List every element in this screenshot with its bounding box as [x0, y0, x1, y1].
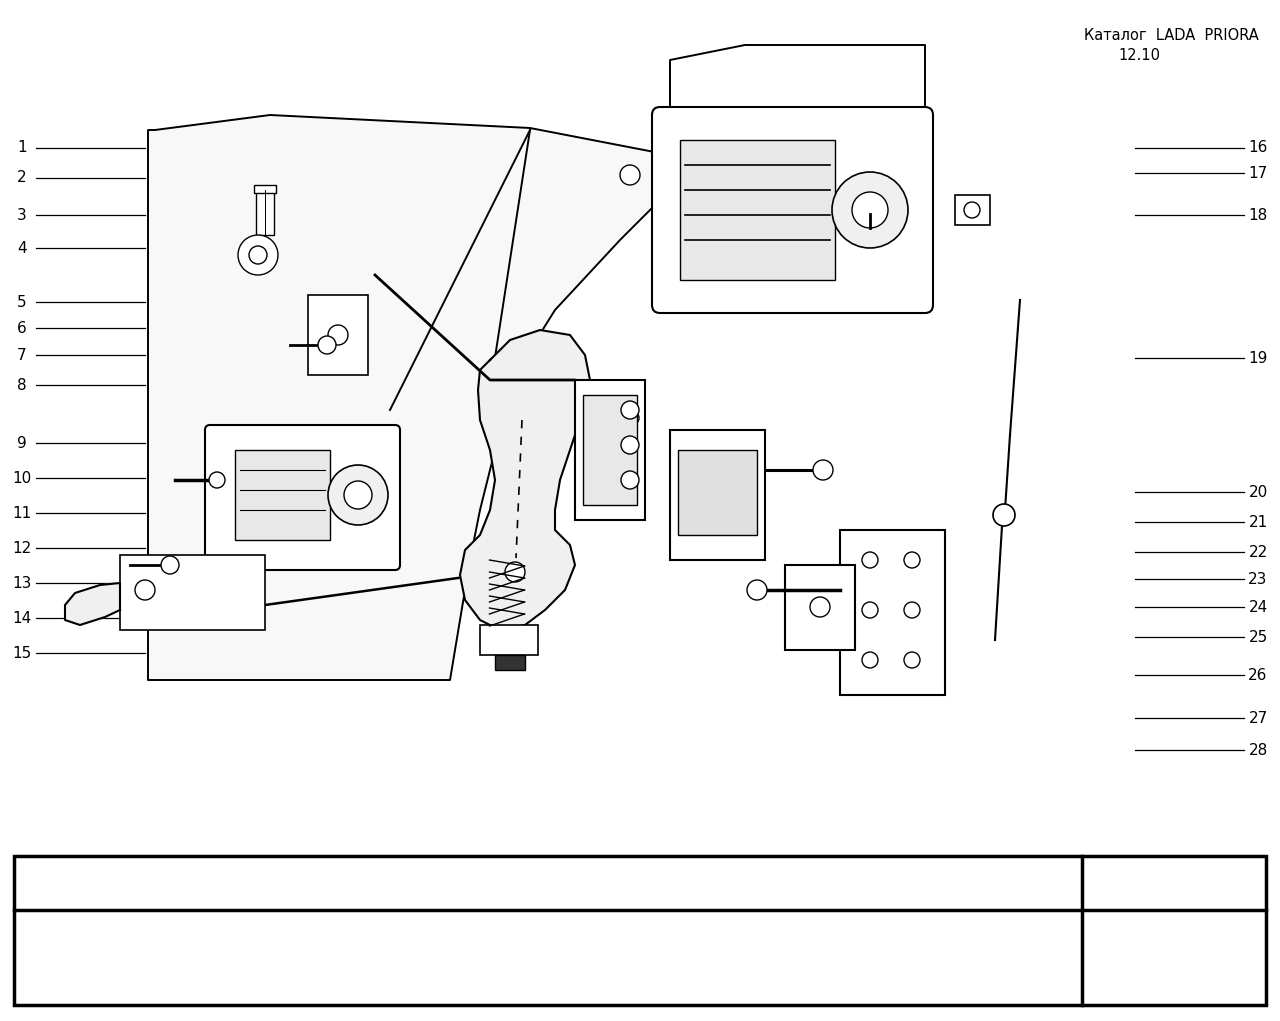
- Text: 28: 28: [1248, 742, 1267, 758]
- Circle shape: [625, 411, 639, 425]
- Text: 21723-02: 21723-02: [662, 969, 739, 984]
- Circle shape: [344, 481, 372, 509]
- Circle shape: [621, 436, 639, 454]
- Text: 22: 22: [1248, 544, 1267, 560]
- Bar: [575, 380, 645, 520]
- Circle shape: [904, 652, 920, 668]
- Circle shape: [813, 460, 833, 480]
- Circle shape: [861, 602, 878, 618]
- Text: 9: 9: [17, 436, 27, 450]
- Bar: [678, 450, 756, 535]
- Text: Каталог  LADA  PRIORA: Каталог LADA PRIORA: [1084, 28, 1258, 43]
- Text: 21722-00 (01): 21722-00 (01): [338, 969, 453, 984]
- Bar: [480, 625, 538, 655]
- Text: 13: 13: [13, 576, 32, 590]
- Circle shape: [238, 235, 278, 275]
- Text: 14: 14: [13, 611, 32, 626]
- Text: 21713-01: 21713-01: [814, 933, 892, 947]
- Text: 21713-02: 21713-02: [968, 933, 1044, 947]
- Bar: [680, 140, 835, 280]
- Polygon shape: [65, 583, 120, 625]
- Circle shape: [904, 602, 920, 618]
- Text: 7: 7: [17, 347, 27, 362]
- Circle shape: [161, 556, 179, 574]
- Text: 19: 19: [1248, 350, 1267, 366]
- Text: 21713-03: 21713-03: [51, 969, 129, 984]
- Bar: [256, 190, 274, 235]
- Text: ЗАМКИ  И  РУЧКИ  ЗАДНИХ  ДВЕРЕЙ: ЗАМКИ И РУЧКИ ЗАДНИХ ДВЕРЕЙ: [328, 871, 768, 894]
- Polygon shape: [460, 330, 590, 630]
- Circle shape: [861, 652, 878, 668]
- Circle shape: [621, 401, 639, 419]
- Text: 21: 21: [1248, 515, 1267, 530]
- Circle shape: [620, 165, 640, 185]
- Bar: [308, 295, 369, 375]
- Text: 1: 1: [17, 141, 27, 155]
- Text: 15: 15: [13, 645, 32, 661]
- Bar: [785, 565, 855, 650]
- Text: 21723-01: 21723-01: [509, 969, 586, 984]
- Circle shape: [852, 192, 888, 228]
- Circle shape: [506, 562, 525, 582]
- Bar: [236, 450, 330, 540]
- Text: 20: 20: [1248, 485, 1267, 499]
- Circle shape: [328, 465, 388, 525]
- Text: 12.10: 12.10: [1117, 48, 1160, 63]
- Bar: [840, 530, 945, 695]
- Circle shape: [748, 580, 767, 600]
- Circle shape: [832, 172, 908, 248]
- Circle shape: [134, 580, 155, 600]
- Bar: [120, 555, 265, 630]
- Text: 21703-02: 21703-02: [509, 933, 586, 947]
- Text: 21702-00 (01): 21702-00 (01): [184, 933, 301, 947]
- Text: 4: 4: [17, 241, 27, 255]
- Bar: [495, 655, 525, 670]
- Bar: [669, 430, 765, 560]
- Text: 26: 26: [1248, 668, 1267, 682]
- Text: 3: 3: [17, 207, 27, 223]
- Circle shape: [904, 552, 920, 568]
- Text: 12: 12: [13, 540, 32, 555]
- Text: М330: М330: [1142, 873, 1206, 893]
- Bar: [14, 856, 1266, 1005]
- Text: 27: 27: [1248, 711, 1267, 726]
- Circle shape: [250, 246, 268, 264]
- Bar: [253, 185, 276, 193]
- Text: 6: 6: [17, 321, 27, 336]
- Polygon shape: [148, 115, 680, 680]
- Text: 2: 2: [17, 171, 27, 186]
- Text: 5: 5: [17, 294, 27, 309]
- Circle shape: [209, 472, 225, 488]
- Text: 16: 16: [1248, 141, 1267, 155]
- Text: 8: 8: [17, 378, 27, 392]
- Text: 21703-01 (02): 21703-01 (02): [338, 933, 453, 947]
- Text: 21723-03: 21723-03: [814, 969, 892, 984]
- FancyBboxPatch shape: [205, 425, 399, 570]
- Circle shape: [810, 597, 829, 617]
- Text: 18: 18: [1248, 207, 1267, 223]
- Circle shape: [993, 504, 1015, 526]
- Text: 21701-00 (01): 21701-00 (01): [32, 933, 148, 947]
- Bar: [955, 195, 989, 225]
- Text: 11: 11: [13, 505, 32, 521]
- Text: 21703-03: 21703-03: [662, 933, 739, 947]
- Circle shape: [328, 325, 348, 345]
- Text: 24: 24: [1248, 599, 1267, 615]
- FancyBboxPatch shape: [652, 107, 933, 313]
- Circle shape: [861, 552, 878, 568]
- Circle shape: [317, 336, 335, 354]
- Circle shape: [964, 202, 980, 218]
- Text: 17: 17: [1248, 165, 1267, 181]
- Text: 23: 23: [1248, 572, 1267, 586]
- Text: 10: 10: [13, 471, 32, 486]
- Circle shape: [621, 471, 639, 489]
- Text: 21721-00 (01): 21721-00 (01): [184, 969, 301, 984]
- Text: 25: 25: [1248, 630, 1267, 644]
- Bar: [582, 395, 637, 505]
